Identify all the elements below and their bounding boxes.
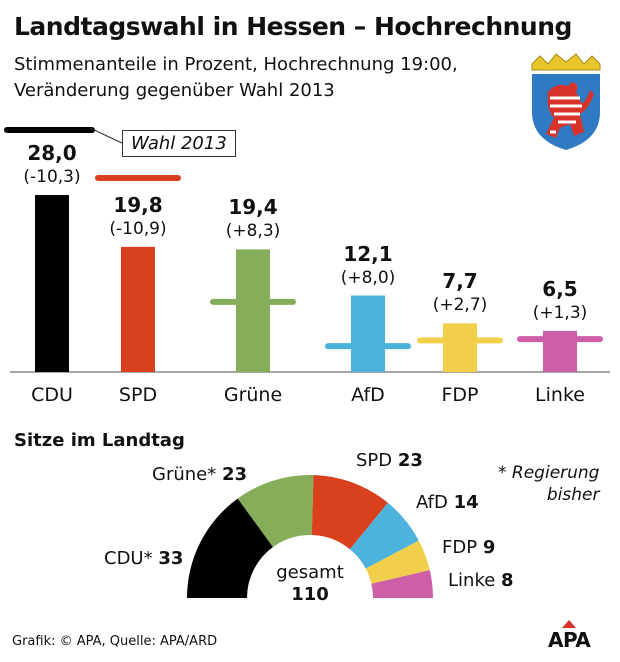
source-credit: Grafik: © APA, Quelle: APA/ARD xyxy=(12,634,218,649)
hessen-coat-of-arms xyxy=(531,53,601,150)
seats-title: Sitze im Landtag xyxy=(14,430,185,451)
bar-grüne xyxy=(236,249,270,372)
value-label: 12,1 xyxy=(343,241,393,266)
subtitle-line1: Stimmenanteile in Prozent, Hochrechnung … xyxy=(14,54,458,75)
seat-segment xyxy=(187,498,273,598)
category-label: SPD xyxy=(118,384,158,406)
bar-afd xyxy=(351,295,385,372)
value-label: 28,0 xyxy=(27,141,77,166)
category-label: Linke xyxy=(535,384,585,406)
change-label: (+8,0) xyxy=(340,267,396,288)
bar-spd xyxy=(121,246,155,372)
seat-total: gesamt 110 xyxy=(260,562,360,606)
subtitle-line2: Veränderung gegenüber Wahl 2013 xyxy=(14,80,335,101)
seat-label-spd: SPD 23 xyxy=(356,450,423,471)
bar-chart xyxy=(4,126,610,373)
chart-title: Landtagswahl in Hessen – Hochrechnung xyxy=(14,12,572,41)
value-label: 7,7 xyxy=(442,269,478,294)
total-value: 110 xyxy=(291,584,329,605)
callout-pointer xyxy=(89,127,125,145)
seat-label-linke: Linke 8 xyxy=(448,570,514,591)
seat-segment xyxy=(349,502,419,569)
seat-segment xyxy=(365,540,430,584)
footnote-line1: * Regierung xyxy=(498,463,600,483)
seat-hemicycle xyxy=(187,475,433,598)
change-label: (-10,3) xyxy=(23,167,81,188)
seat-segment xyxy=(371,570,433,598)
value-label: 19,4 xyxy=(228,195,278,220)
category-label: Grüne xyxy=(223,384,283,406)
change-label: (+8,3) xyxy=(225,221,281,242)
bar-cdu xyxy=(35,195,69,372)
category-label: CDU xyxy=(31,384,73,406)
value-label: 19,8 xyxy=(113,192,163,217)
bar-fdp xyxy=(443,323,477,372)
seat-segment xyxy=(311,475,388,550)
seat-label-cdu: CDU* 33 xyxy=(104,548,184,569)
legend-previous-election: Wahl 2013 xyxy=(122,130,236,157)
logo-triangle-icon xyxy=(562,620,576,628)
seat-label-afd: AfD 14 xyxy=(416,492,479,513)
footnote-line2: bisher xyxy=(546,485,600,505)
change-label: (+2,7) xyxy=(432,295,488,316)
apa-logo: APA xyxy=(548,620,591,652)
change-label: (+1,3) xyxy=(532,302,588,323)
seat-segment xyxy=(237,475,314,548)
change-label: (-10,9) xyxy=(109,218,167,239)
value-label: 6,5 xyxy=(542,276,578,301)
total-label: gesamt xyxy=(276,562,344,583)
category-label: FDP xyxy=(441,384,479,406)
footnote: * Regierung bisher xyxy=(498,462,599,506)
seat-label-gruene: Grüne* 23 xyxy=(152,464,248,485)
category-label: AfD xyxy=(351,384,385,406)
seat-label-fdp: FDP 9 xyxy=(442,537,496,558)
